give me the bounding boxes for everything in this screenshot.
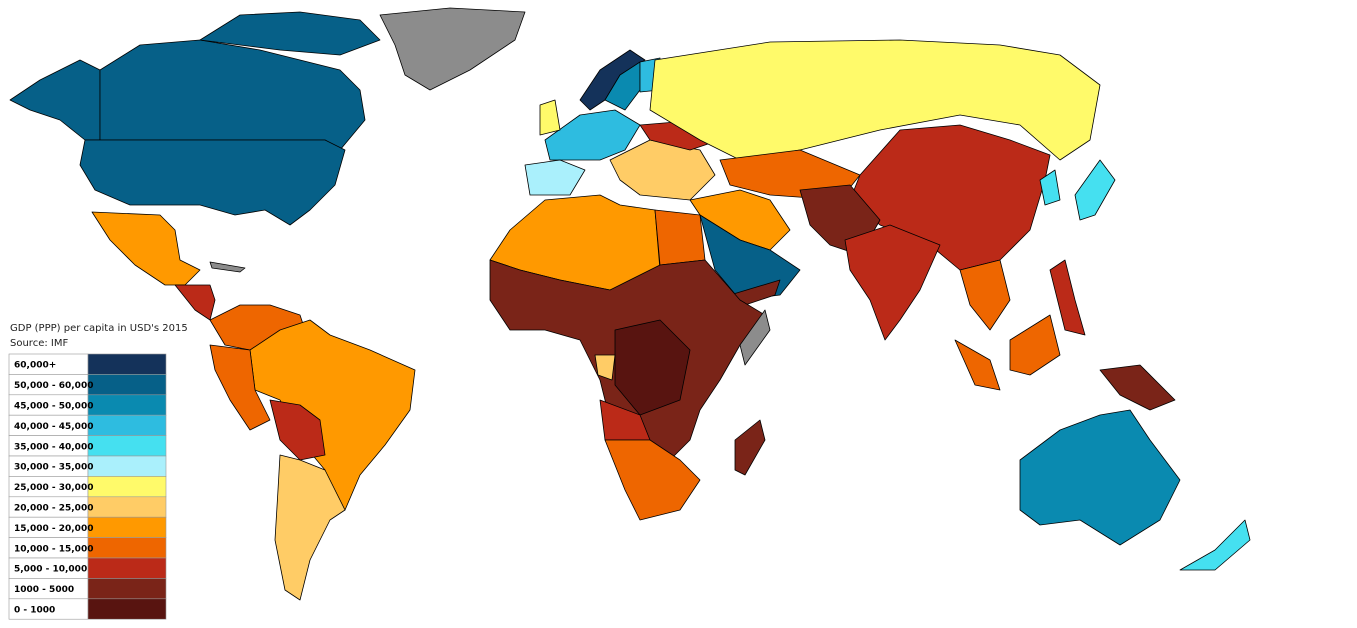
country [544, 109, 641, 161]
legend-label: 1000 - 5000 [14, 585, 74, 595]
country [604, 439, 701, 521]
legend-swatch [87, 598, 167, 620]
country [79, 139, 346, 226]
legend-label: 15,000 - 20,000 [14, 524, 93, 534]
legend-swatch [87, 414, 167, 436]
legend-swatch [87, 353, 167, 375]
country [1019, 409, 1181, 546]
country [954, 339, 1001, 391]
legend-label: 5,000 - 10,000 [14, 565, 87, 575]
legend-label: 25,000 - 30,000 [14, 483, 93, 493]
country [614, 319, 691, 416]
country [199, 11, 381, 56]
legend-label: 10,000 - 15,000 [14, 544, 93, 554]
country [1074, 159, 1116, 221]
legend-swatch [87, 476, 167, 498]
country [84, 39, 366, 151]
country [209, 261, 246, 273]
country [1039, 169, 1061, 206]
legend-label: 50,000 - 60,000 [14, 381, 93, 391]
legend-source: Source: IMF [10, 338, 68, 349]
country [1099, 364, 1176, 411]
country [524, 159, 586, 196]
legend-swatch [87, 435, 167, 457]
country [269, 399, 326, 461]
legend-label: 35,000 - 40,000 [14, 442, 93, 452]
country [959, 259, 1011, 331]
country [654, 209, 706, 266]
legend-swatch [87, 537, 167, 559]
legend-swatch [87, 496, 167, 518]
country [699, 214, 801, 301]
country [379, 7, 526, 91]
legend-swatch [87, 557, 167, 579]
country [1009, 314, 1061, 376]
legend-swatch [87, 374, 167, 396]
legend-swatch [87, 455, 167, 477]
legend-label: 0 - 1000 [14, 606, 55, 616]
country [844, 224, 941, 341]
legend-swatch [87, 578, 167, 600]
legend-label: 60,000+ [14, 361, 56, 371]
country [734, 419, 766, 476]
country [1179, 519, 1251, 571]
legend-label: 30,000 - 35,000 [14, 463, 93, 473]
legend-title: GDP (PPP) per capita in USD's 2015 [10, 323, 188, 334]
legend-label: 20,000 - 25,000 [14, 504, 93, 514]
country [174, 284, 216, 321]
country [209, 344, 271, 431]
legend: 60,000+ 50,000 - 60,000 45,000 - 50,000 40,… [8, 353, 167, 620]
legend-swatch [87, 516, 167, 538]
country [594, 354, 616, 381]
country [539, 99, 561, 136]
countries [9, 7, 1251, 601]
country [849, 124, 1051, 271]
country [649, 39, 1101, 161]
country [91, 211, 201, 286]
country [739, 309, 771, 366]
legend-label: 40,000 - 45,000 [14, 422, 93, 432]
country [274, 454, 346, 601]
legend-label: 45,000 - 50,000 [14, 402, 93, 412]
country [1049, 259, 1086, 336]
legend-swatch [87, 394, 167, 416]
country [9, 59, 101, 141]
